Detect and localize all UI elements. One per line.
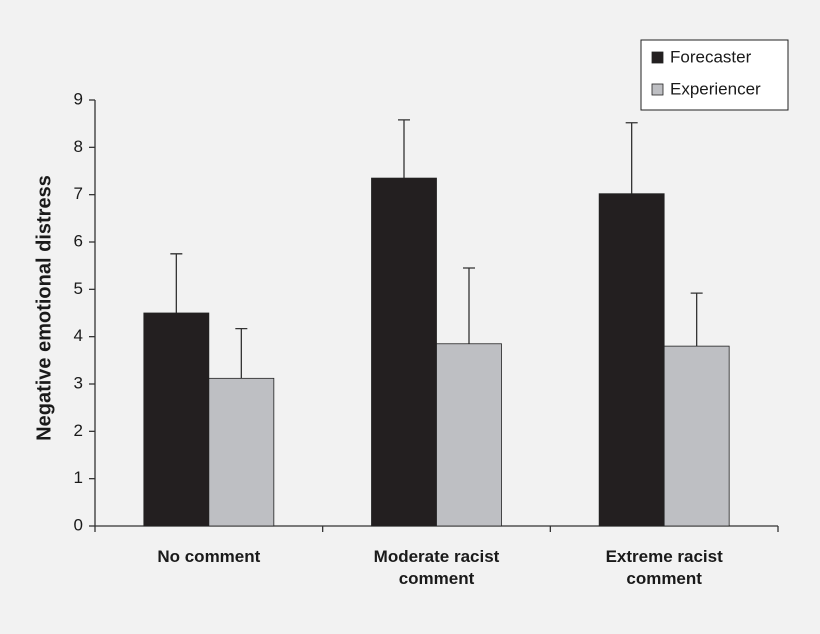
y-tick-label: 8 xyxy=(74,137,83,156)
y-tick-label: 5 xyxy=(74,279,83,298)
y-tick-label: 9 xyxy=(74,89,83,108)
y-tick-label: 6 xyxy=(74,231,83,250)
legend-swatch xyxy=(651,83,664,96)
error-bar xyxy=(170,253,183,313)
y-tick-label: 7 xyxy=(74,184,83,203)
legend-label: Experiencer xyxy=(670,79,761,98)
y-tick-label: 0 xyxy=(74,515,83,534)
error-bar xyxy=(463,267,475,344)
error-bar xyxy=(690,292,703,347)
error-bar xyxy=(398,119,410,179)
legend-box xyxy=(640,39,789,111)
y-tick-label: 1 xyxy=(74,468,83,487)
y-tick-label: 2 xyxy=(74,421,83,440)
legend-swatch xyxy=(651,51,664,64)
error-bar xyxy=(625,122,638,194)
legend-label: Forecaster xyxy=(670,47,752,66)
bar xyxy=(436,343,502,527)
y-tick-label: 4 xyxy=(74,326,83,345)
x-tick-label: Moderate racist comment xyxy=(373,547,500,588)
bar xyxy=(371,177,437,527)
y-tick-label: 3 xyxy=(74,373,83,392)
error-bar xyxy=(235,327,248,379)
bar xyxy=(663,345,730,527)
x-tick-label: No comment xyxy=(157,547,261,566)
x-tick-label: Extreme racist comment xyxy=(605,547,723,588)
bar xyxy=(143,312,210,527)
bar xyxy=(598,193,665,527)
bar xyxy=(208,377,275,527)
y-axis-label: Negative emotional distress xyxy=(33,175,55,441)
